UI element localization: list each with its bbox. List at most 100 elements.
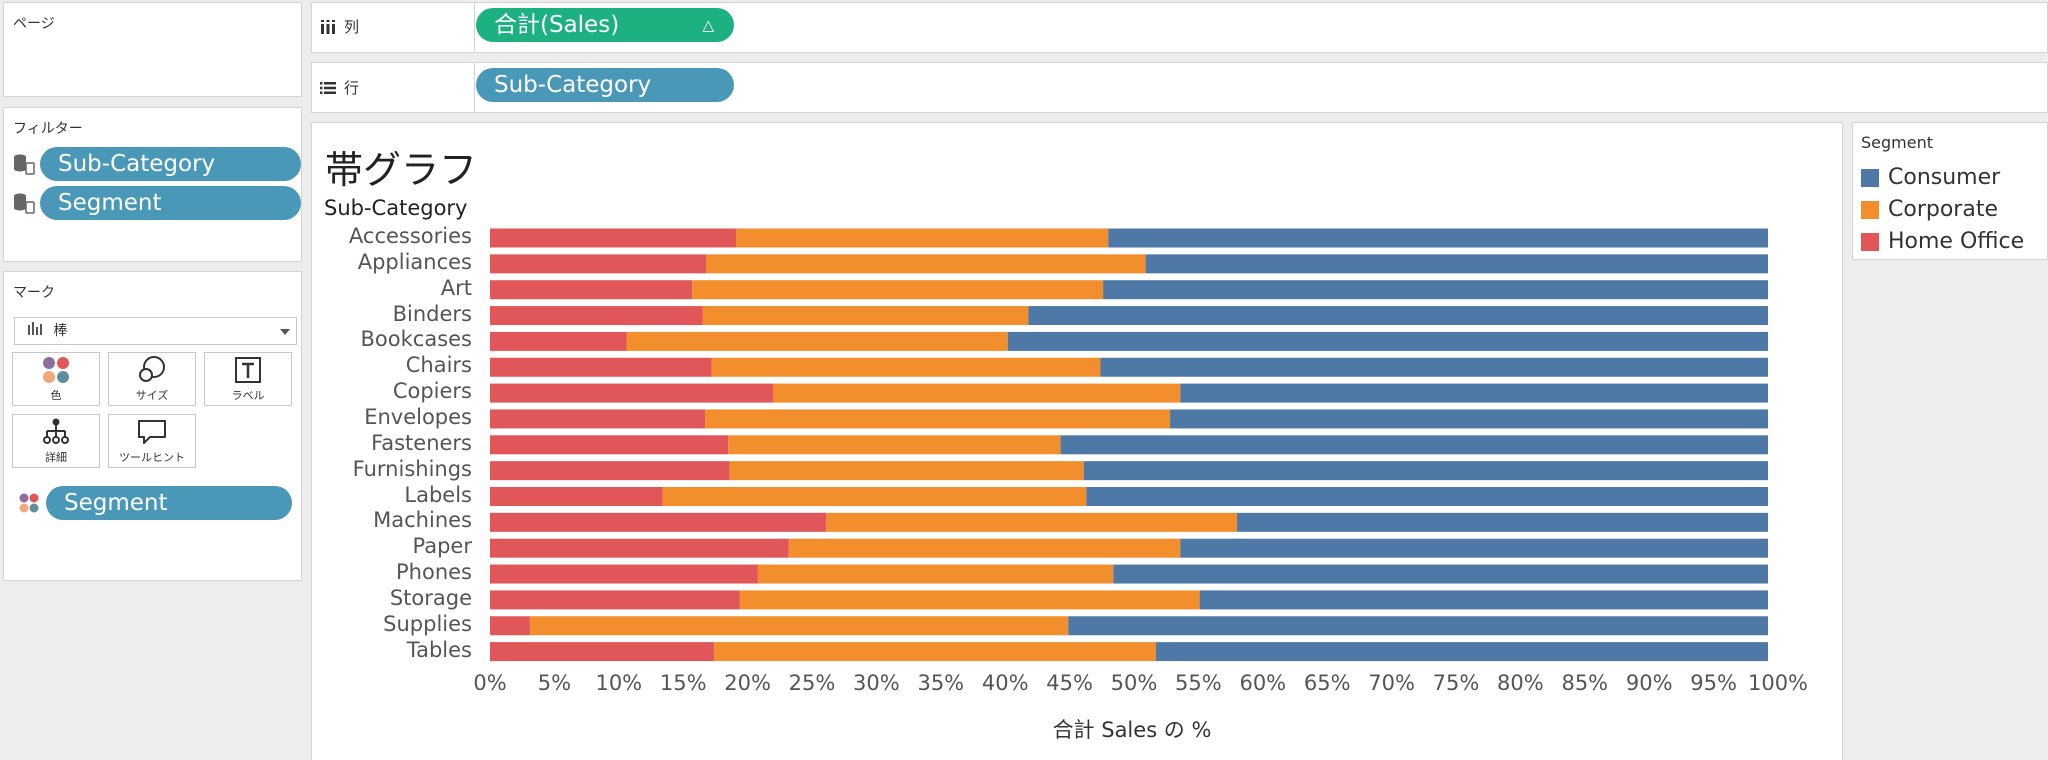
mark-type-dropdown[interactable]: 棒 xyxy=(14,317,297,345)
filters-panel: フィルター Sub-Category Segment xyxy=(3,107,302,262)
bar-tables-consumer[interactable] xyxy=(1155,642,1768,662)
bar-art-consumer[interactable] xyxy=(1103,280,1768,300)
x-tick-label: 95% xyxy=(1690,671,1737,695)
bar-labels-home-office[interactable] xyxy=(490,487,663,506)
x-axis-title: 合計 Sales の % xyxy=(1052,718,1212,742)
bar-envelopes-corporate[interactable] xyxy=(705,409,1171,429)
rows-shelf-label-group: 行 xyxy=(320,77,359,98)
color-button-label: 色 xyxy=(50,389,62,402)
tooltip-speech-icon xyxy=(109,415,195,449)
bar-appliances-home-office[interactable] xyxy=(490,254,707,274)
bar-phones-home-office[interactable] xyxy=(490,564,758,584)
bar-art-home-office[interactable] xyxy=(490,280,693,300)
bar-tables-home-office[interactable] xyxy=(490,642,715,662)
bar-supplies-corporate[interactable] xyxy=(529,616,1069,636)
filter-pill-sub-category[interactable]: Sub-Category xyxy=(40,147,301,181)
bar-storage-corporate[interactable] xyxy=(739,590,1200,610)
color-button[interactable]: 色 xyxy=(12,352,100,406)
bar-paper-corporate[interactable] xyxy=(788,538,1181,558)
x-tick-label: 15% xyxy=(659,671,707,695)
size-button[interactable]: サイズ xyxy=(108,352,196,406)
bar-bookcases-consumer[interactable] xyxy=(1007,331,1768,351)
bar-machines-home-office[interactable] xyxy=(490,512,827,532)
bar-envelopes-consumer[interactable] xyxy=(1170,409,1768,429)
bar-accessories-home-office[interactable] xyxy=(490,228,737,248)
x-tick-label: 65% xyxy=(1303,671,1351,695)
bar-fasteners-consumer[interactable] xyxy=(1060,435,1768,455)
bar-paper-home-office[interactable] xyxy=(490,538,789,558)
bar-copiers-consumer[interactable] xyxy=(1180,383,1768,403)
filter-sub-category[interactable]: Sub-Category xyxy=(12,147,301,181)
filter-segment[interactable]: Segment xyxy=(12,186,301,220)
legend-swatch-home-office xyxy=(1861,232,1879,251)
bar-chairs-home-office[interactable] xyxy=(490,357,712,377)
filters-panel-title: フィルター xyxy=(13,121,83,137)
marks-panel: マーク 棒 色 サイズ ラベル 詳細 ツールヒント xyxy=(3,271,302,581)
bar-chart xyxy=(478,223,1768,662)
label-button[interactable]: ラベル xyxy=(204,352,292,406)
bar-binders-corporate[interactable] xyxy=(702,306,1029,326)
bar-phones-consumer[interactable] xyxy=(1113,564,1768,584)
bar-binders-consumer[interactable] xyxy=(1028,306,1768,326)
legend-item-corporate[interactable]: Corporate xyxy=(1861,197,1998,222)
bar-storage-consumer[interactable] xyxy=(1199,590,1768,610)
bar-appliances-consumer[interactable] xyxy=(1145,254,1768,274)
category-label-appliances: Appliances xyxy=(357,249,472,274)
bar-accessories-consumer[interactable] xyxy=(1108,228,1768,248)
x-tick-label: 80% xyxy=(1497,671,1544,695)
x-tick-label: 20% xyxy=(724,671,771,695)
legend-item-home-office[interactable]: Home Office xyxy=(1861,229,2024,254)
bar-chairs-consumer[interactable] xyxy=(1100,357,1768,377)
color-segment-row[interactable]: Segment xyxy=(18,486,292,520)
bar-copiers-home-office[interactable] xyxy=(490,383,774,403)
x-tick-label: 100% xyxy=(1747,671,1809,695)
bar-storage-home-office[interactable] xyxy=(490,590,740,610)
bar-labels-consumer[interactable] xyxy=(1086,487,1768,506)
bar-furnishings-consumer[interactable] xyxy=(1083,461,1768,481)
bar-fasteners-home-office[interactable] xyxy=(490,435,729,455)
category-label-fasteners: Fasteners xyxy=(371,430,472,455)
bar-paper-consumer[interactable] xyxy=(1180,538,1768,558)
bar-accessories-corporate[interactable] xyxy=(736,228,1109,248)
tooltip-button[interactable]: ツールヒント xyxy=(108,414,196,468)
x-tick-label: 75% xyxy=(1432,671,1480,695)
bar-furnishings-corporate[interactable] xyxy=(729,461,1084,481)
columns-pill-sales[interactable]: 合計(Sales) △ xyxy=(476,8,734,42)
columns-pill-label: 合計(Sales) xyxy=(494,12,620,38)
bar-bookcases-home-office[interactable] xyxy=(490,331,627,351)
bar-binders-home-office[interactable] xyxy=(490,306,703,326)
filter-pill-segment[interactable]: Segment xyxy=(40,186,301,220)
row-header: Sub-Category xyxy=(324,196,468,220)
bar-supplies-consumer[interactable] xyxy=(1068,616,1768,636)
legend-item-consumer[interactable]: Consumer xyxy=(1861,165,2000,190)
legend-label-consumer: Consumer xyxy=(1888,165,2001,190)
legend-panel: Segment Consumer Corporate Home Office xyxy=(1852,122,2048,260)
size-button-label: サイズ xyxy=(135,389,169,402)
bar-supplies-home-office[interactable] xyxy=(490,616,530,636)
bar-labels-corporate[interactable] xyxy=(662,487,1087,506)
bar-machines-consumer[interactable] xyxy=(1237,512,1768,532)
text-label-icon xyxy=(205,353,291,387)
bar-envelopes-home-office[interactable] xyxy=(490,409,706,429)
x-tick-label: 85% xyxy=(1561,671,1609,695)
color-pill-segment[interactable]: Segment xyxy=(46,486,292,520)
bar-fasteners-corporate[interactable] xyxy=(728,435,1061,455)
bar-phones-corporate[interactable] xyxy=(757,564,1114,584)
bar-art-corporate[interactable] xyxy=(692,280,1104,300)
bar-copiers-corporate[interactable] xyxy=(773,383,1181,403)
bar-appliances-corporate[interactable] xyxy=(706,254,1146,274)
bar-bookcases-corporate[interactable] xyxy=(626,331,1008,351)
category-label-copiers: Copiers xyxy=(392,379,472,404)
color-dots-icon xyxy=(19,493,39,513)
bar-furnishings-home-office[interactable] xyxy=(490,461,730,481)
detail-button[interactable]: 詳細 xyxy=(12,414,100,468)
columns-shelf: 列 合計(Sales) △ xyxy=(311,2,2048,53)
bar-chairs-corporate[interactable] xyxy=(711,357,1101,377)
columns-icon xyxy=(321,19,335,34)
bar-machines-corporate[interactable] xyxy=(826,512,1238,532)
size-icon xyxy=(109,353,195,387)
category-label-chairs: Chairs xyxy=(405,353,472,378)
columns-shelf-label: 列 xyxy=(344,18,360,36)
bar-tables-corporate[interactable] xyxy=(714,642,1156,662)
rows-pill-sub-category[interactable]: Sub-Category xyxy=(476,68,734,102)
